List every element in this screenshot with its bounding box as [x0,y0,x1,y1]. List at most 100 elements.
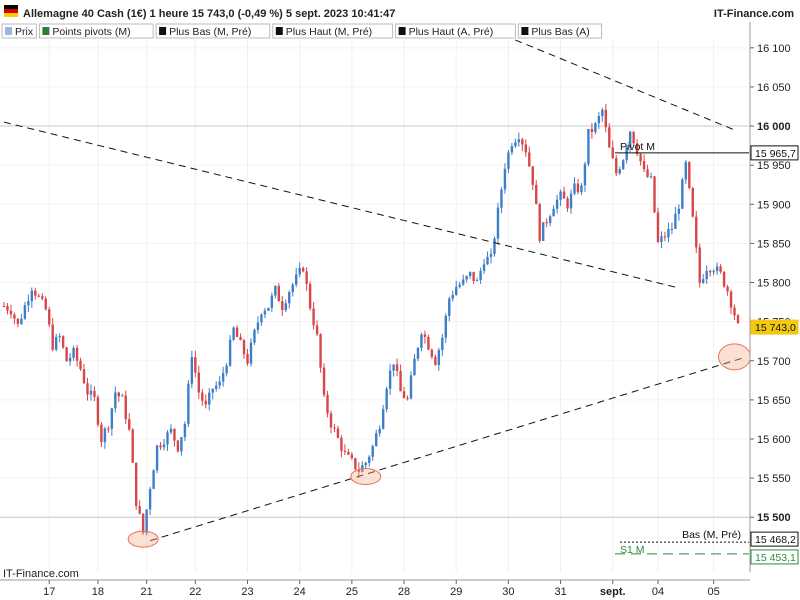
candle-body [114,392,117,409]
candle-body [395,364,399,371]
candle-body [521,139,524,145]
legend-item[interactable]: Plus Haut (A, Pré) [395,23,516,39]
candle [204,394,207,409]
candle [702,273,705,284]
candle-body [201,392,204,401]
legend-swatch [5,27,12,35]
candle-body [486,256,489,265]
candle-body [155,445,159,471]
candle-body [173,428,176,441]
legend-item[interactable]: Plus Bas (A) [517,23,603,39]
candle [677,204,681,221]
candle-body [635,143,639,154]
candle-body [719,266,722,272]
candle-body [646,169,649,177]
candle [615,155,618,177]
candle-body [263,310,267,315]
candle [326,390,329,418]
candle-body [514,142,517,147]
candle [604,103,608,133]
highlight-ellipse [350,468,382,486]
candle [37,293,40,298]
candle [288,290,291,309]
candle-body [249,342,253,364]
candle-body [695,216,698,248]
candle [406,395,409,401]
candle-body [169,428,173,433]
candle [308,281,312,311]
candle-body [235,327,239,337]
candle [96,394,100,428]
legend-item[interactable]: Points pivots (M) [38,23,154,39]
candle-body [333,427,336,429]
candle [381,404,385,430]
candle-body [475,280,479,282]
candle [86,377,89,401]
candle-body [552,208,555,217]
candle-body [61,336,65,348]
candle [681,177,684,210]
candle [375,429,378,447]
candle-body [688,162,691,188]
candle-body [218,381,221,386]
legend-item[interactable]: Plus Bas (M, Pré) [155,23,271,39]
candle-body [281,301,284,311]
y-tick-label: 16 000 [757,121,791,133]
candle-body [660,236,663,242]
y-tick-label: 15 600 [757,434,791,446]
candle [608,123,611,148]
candle [670,222,674,235]
candle [587,128,590,167]
candle-body [347,451,350,455]
candle-body [322,367,326,395]
candle-body [204,400,207,405]
candles [2,103,740,536]
candle-body [611,147,614,159]
legend-swatch [521,27,529,35]
candle [225,363,228,377]
candle [180,437,183,456]
candle-body [434,356,437,366]
candle-body [691,187,694,217]
y-axis-bg [750,22,800,572]
candle [451,290,454,302]
candle-body [368,456,371,463]
legend-item[interactable]: Plus Haut (M, Pré) [272,23,394,39]
candle [239,333,242,341]
candle [649,172,653,179]
candle-body [301,267,305,272]
candle-body [183,424,187,438]
candle-body [72,347,75,358]
candle-body [232,327,235,340]
candle [388,363,392,395]
candle [322,363,326,398]
candle [566,196,569,212]
candle-body [51,324,54,350]
candle [187,379,190,427]
candle-body [736,315,740,324]
legend-bar: Prix Points pivots (M) Plus Bas (M, Pré) Pl… [1,23,603,39]
candle [263,307,267,319]
candle [41,293,44,301]
candle [65,346,68,362]
candle [468,271,472,279]
candle [722,270,726,288]
brand-label: IT-Finance.com [714,8,794,20]
candle [691,187,694,218]
candle-body [221,373,225,382]
candle [409,371,413,400]
candle [531,166,534,191]
candle [594,121,597,135]
candle [6,302,9,315]
candle-body [131,429,134,463]
legend-item[interactable]: Prix [1,23,37,39]
candle [128,413,131,432]
candle-body [378,428,381,434]
candle [173,428,176,447]
candle [190,350,194,389]
candle-body [124,395,127,420]
candle-body [674,213,677,229]
candle-body [555,199,559,209]
candle [535,180,538,205]
